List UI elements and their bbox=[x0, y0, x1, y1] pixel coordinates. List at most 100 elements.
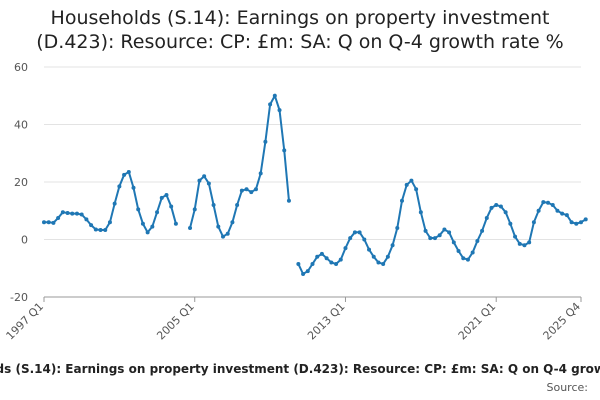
point bbox=[385, 254, 390, 259]
x-tick-label: 2025 Q4 bbox=[541, 300, 584, 343]
point bbox=[173, 221, 178, 226]
y-tick-label: 40 bbox=[14, 119, 28, 132]
point bbox=[131, 185, 136, 190]
point bbox=[404, 182, 409, 187]
point bbox=[155, 210, 160, 215]
point bbox=[51, 220, 56, 225]
point bbox=[221, 234, 225, 239]
point bbox=[550, 203, 555, 207]
point bbox=[428, 236, 433, 241]
point bbox=[517, 241, 522, 246]
point bbox=[235, 203, 240, 207]
point bbox=[390, 243, 395, 248]
point bbox=[282, 148, 287, 153]
point bbox=[117, 184, 122, 189]
point bbox=[579, 220, 583, 225]
point bbox=[338, 257, 343, 262]
point bbox=[79, 212, 84, 217]
point bbox=[89, 223, 94, 228]
point bbox=[70, 211, 75, 216]
point bbox=[140, 221, 145, 226]
point bbox=[169, 204, 174, 209]
point bbox=[56, 215, 61, 220]
point bbox=[381, 261, 386, 266]
point bbox=[197, 178, 202, 183]
x-tick-label: 2021 Q1 bbox=[456, 300, 499, 343]
point bbox=[508, 221, 513, 226]
point bbox=[334, 261, 339, 266]
y-tick-label: 0 bbox=[21, 234, 28, 247]
point bbox=[46, 220, 51, 225]
y-tick-label: 20 bbox=[14, 176, 28, 189]
point bbox=[65, 211, 70, 216]
point bbox=[206, 181, 211, 186]
point bbox=[192, 207, 197, 212]
point bbox=[136, 207, 141, 212]
point bbox=[531, 220, 536, 225]
y-tick-label: 60 bbox=[14, 61, 28, 74]
point bbox=[513, 234, 518, 239]
point bbox=[103, 228, 108, 233]
point bbox=[301, 272, 306, 276]
point bbox=[371, 254, 376, 259]
x-tick-label: 1997 Q1 bbox=[4, 300, 47, 343]
point bbox=[564, 213, 569, 218]
point bbox=[159, 195, 164, 200]
point bbox=[583, 217, 588, 222]
point bbox=[574, 221, 579, 226]
point bbox=[461, 256, 466, 261]
point bbox=[286, 198, 291, 203]
point bbox=[253, 187, 258, 192]
point bbox=[432, 236, 437, 241]
point bbox=[541, 200, 546, 205]
point bbox=[84, 217, 89, 222]
point bbox=[42, 220, 46, 225]
point bbox=[362, 237, 367, 242]
point bbox=[93, 227, 98, 232]
y-tick-label: -20 bbox=[10, 291, 28, 304]
x-tick-label: 2005 Q1 bbox=[154, 300, 197, 343]
point bbox=[367, 247, 372, 252]
point bbox=[107, 220, 112, 225]
point bbox=[164, 192, 169, 197]
point bbox=[230, 220, 235, 225]
point bbox=[305, 269, 310, 274]
point bbox=[470, 250, 475, 255]
point bbox=[456, 249, 461, 253]
point bbox=[414, 187, 419, 192]
point bbox=[357, 230, 362, 235]
x-tick-label: 2013 Q1 bbox=[305, 300, 348, 343]
point bbox=[211, 203, 216, 207]
point bbox=[409, 178, 414, 183]
point bbox=[225, 231, 230, 236]
point bbox=[536, 208, 541, 213]
point bbox=[122, 172, 127, 177]
point bbox=[60, 210, 65, 215]
point bbox=[423, 228, 428, 233]
point bbox=[145, 230, 150, 235]
point bbox=[569, 220, 574, 225]
line bbox=[44, 93, 587, 276]
footer-title: Households (S.14): Earnings on property … bbox=[0, 362, 600, 376]
point bbox=[343, 246, 348, 251]
point bbox=[522, 243, 527, 248]
point bbox=[442, 227, 447, 232]
point bbox=[465, 257, 470, 262]
point bbox=[527, 240, 532, 245]
point bbox=[395, 226, 400, 230]
point bbox=[480, 228, 485, 233]
point bbox=[348, 236, 353, 241]
point bbox=[352, 230, 357, 235]
point bbox=[244, 187, 249, 192]
point bbox=[324, 256, 329, 261]
point bbox=[239, 188, 244, 193]
point bbox=[98, 228, 103, 233]
point bbox=[475, 238, 480, 243]
point bbox=[546, 200, 551, 205]
point bbox=[376, 260, 381, 265]
point bbox=[272, 93, 277, 98]
point bbox=[258, 171, 263, 176]
point bbox=[451, 240, 456, 245]
